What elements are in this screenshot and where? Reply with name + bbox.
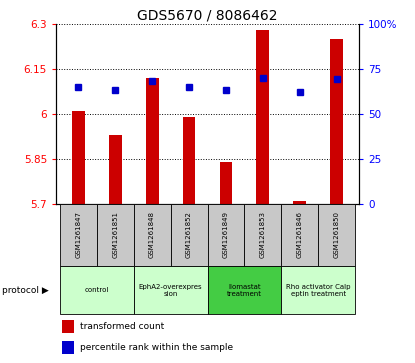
Text: percentile rank within the sample: percentile rank within the sample	[80, 343, 233, 352]
Bar	[330, 38, 343, 204]
Text: GSM1261846: GSM1261846	[297, 211, 303, 258]
Text: control: control	[85, 287, 109, 293]
Text: GSM1261849: GSM1261849	[223, 211, 229, 258]
Bar	[244, 204, 281, 266]
Text: Ilomastat
treatment: Ilomastat treatment	[227, 284, 262, 297]
Bar	[60, 204, 97, 266]
Text: transformed count: transformed count	[80, 322, 164, 331]
Text: GSM1261852: GSM1261852	[186, 211, 192, 258]
Bar	[134, 204, 171, 266]
Bar	[183, 117, 195, 204]
Text: GSM1261850: GSM1261850	[334, 211, 340, 258]
Text: protocol ▶: protocol ▶	[2, 286, 49, 294]
Bar	[134, 266, 208, 314]
Bar	[72, 111, 85, 204]
Bar	[146, 78, 159, 204]
Bar	[62, 341, 74, 354]
Bar	[171, 204, 208, 266]
Bar	[97, 204, 134, 266]
Text: GSM1261851: GSM1261851	[112, 211, 118, 258]
Title: GDS5670 / 8086462: GDS5670 / 8086462	[137, 8, 278, 23]
Bar	[318, 204, 355, 266]
Bar	[62, 321, 74, 333]
Bar	[208, 204, 244, 266]
Text: EphA2-overexpres
sion: EphA2-overexpres sion	[139, 284, 203, 297]
Bar	[109, 135, 122, 204]
Text: GSM1261848: GSM1261848	[149, 211, 155, 258]
Bar	[281, 204, 318, 266]
Bar	[293, 200, 306, 204]
Text: GSM1261847: GSM1261847	[75, 211, 81, 258]
Text: GSM1261853: GSM1261853	[260, 211, 266, 258]
Bar	[60, 266, 134, 314]
Text: Rho activator Calp
eptin treatment: Rho activator Calp eptin treatment	[286, 284, 351, 297]
Bar	[281, 266, 355, 314]
Bar	[208, 266, 281, 314]
Bar	[220, 162, 232, 204]
Bar	[256, 30, 269, 204]
